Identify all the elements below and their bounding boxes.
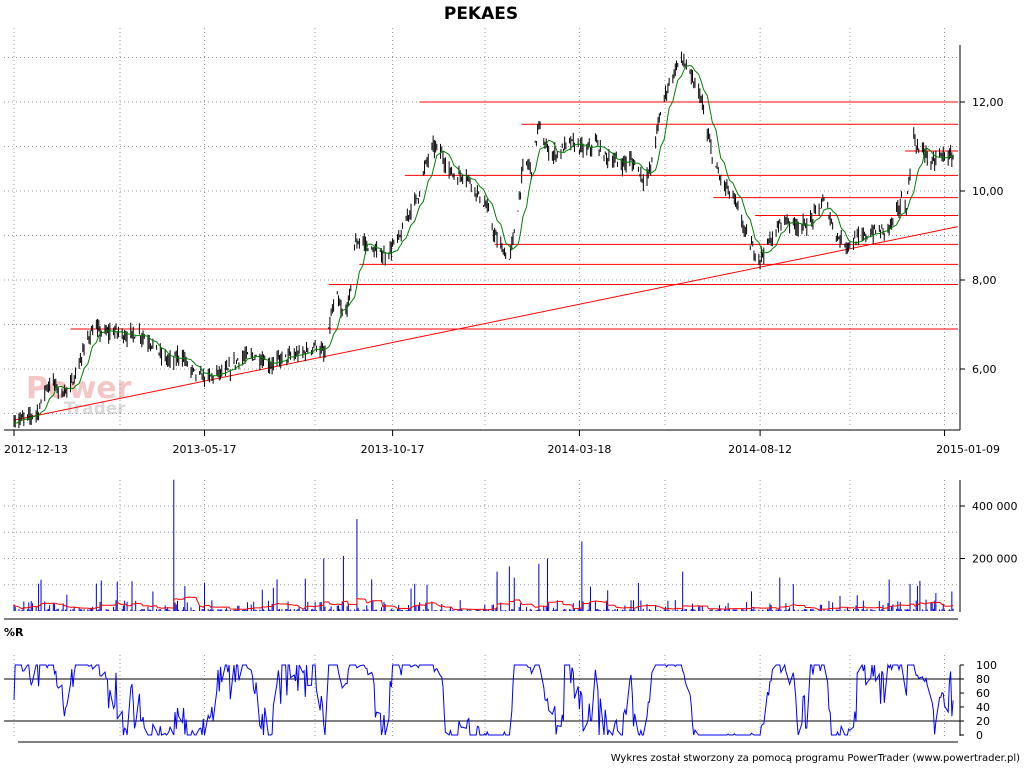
volume-tick-label: 400 000	[972, 500, 1018, 513]
tick-labels: 6,00 8,00 10,00 12,00 2012-12-13 2013-05-17 20…	[4, 96, 1018, 742]
chart-title: PEKAES	[444, 4, 518, 24]
wr-panel-label: %R	[4, 626, 24, 639]
wr-tick-label: 40	[976, 701, 990, 714]
date-tick-label: 2014-08-12	[728, 443, 792, 456]
date-tick-label: 2015-01-09	[936, 443, 1000, 456]
watermark-line2: Trader	[64, 399, 126, 419]
date-tick-label: 2013-05-17	[173, 443, 237, 456]
date-tick-label: 2013-10-17	[361, 443, 425, 456]
date-tick-label: 2014-03-18	[547, 443, 611, 456]
axes	[4, 45, 961, 743]
wr-tick-label: 60	[976, 687, 990, 700]
price-tick-label: 12,00	[972, 96, 1004, 109]
wr-tick-label: 80	[976, 673, 990, 686]
wr-line	[13, 663, 954, 737]
powertrader-watermark: Power Trader	[26, 371, 132, 419]
wr-tick-label: 0	[976, 729, 983, 742]
volume-average-line	[13, 596, 954, 611]
wr-tick-label: 20	[976, 715, 990, 728]
volume-panel	[13, 479, 954, 611]
price-tick-label: 10,00	[972, 185, 1004, 198]
date-tick-label: 2012-12-13	[4, 443, 68, 456]
price-panel	[13, 51, 959, 429]
trend-line	[13, 226, 959, 421]
price-tick-label: 8,00	[972, 274, 997, 287]
williams-r-panel	[4, 663, 960, 737]
volume-tick-label: 200 000	[972, 553, 1018, 566]
footer-credit: Wykres został stworzony za pomocą progra…	[611, 753, 1020, 764]
wr-tick-label: 100	[976, 659, 997, 672]
moving-average-line	[13, 64, 954, 425]
price-tick-label: 6,00	[972, 363, 997, 376]
